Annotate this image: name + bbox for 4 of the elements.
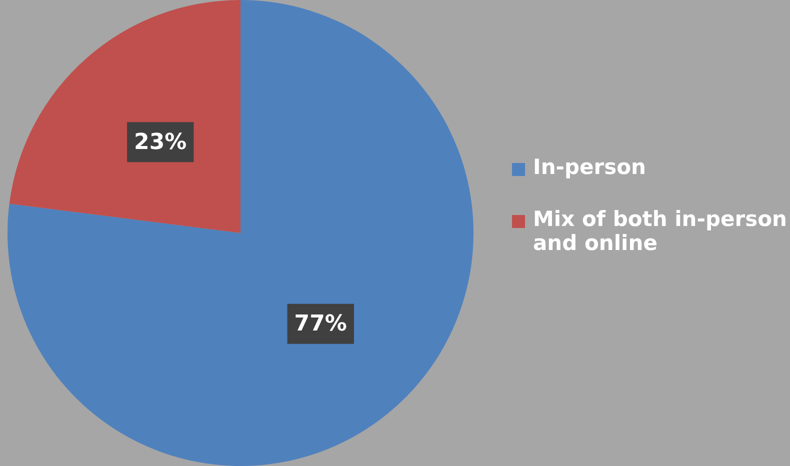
data-label: 77% (294, 312, 347, 337)
legend-label: Mix of both in-person and online (533, 207, 787, 255)
legend-label: In-person (533, 155, 646, 179)
data-label: 23% (134, 130, 187, 155)
